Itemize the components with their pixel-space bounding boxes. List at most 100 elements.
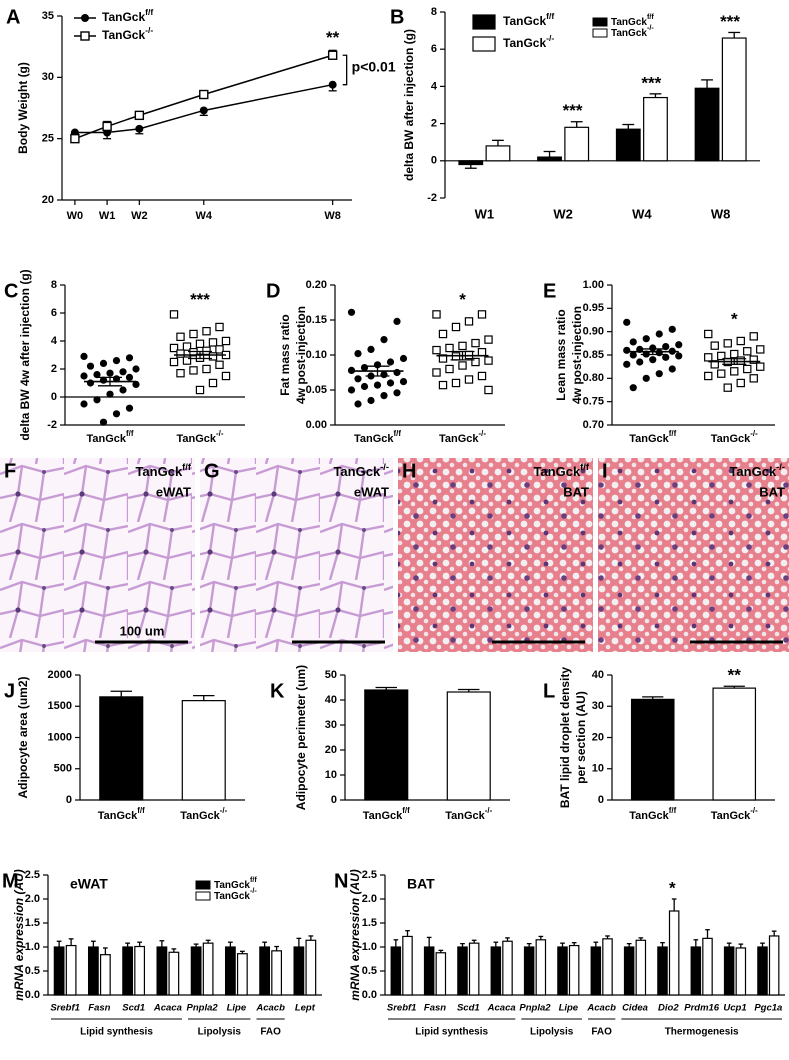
data-point bbox=[347, 386, 356, 394]
data-point bbox=[668, 325, 676, 333]
annotation: ** bbox=[326, 28, 340, 47]
label: TanGck-/- bbox=[180, 806, 227, 822]
data-point bbox=[176, 349, 185, 358]
panel-letter: D bbox=[266, 280, 280, 302]
label-sup: f/f bbox=[126, 429, 134, 438]
bar bbox=[630, 698, 675, 801]
label-sup: f/f bbox=[580, 462, 590, 472]
y-tick-label: 8 bbox=[51, 279, 57, 291]
data-point bbox=[756, 362, 765, 371]
y-tick-label: 0.5 bbox=[25, 965, 40, 977]
x-tick-label: Acaca bbox=[487, 1003, 516, 1014]
bar bbox=[723, 946, 735, 996]
label-base: TanGck bbox=[87, 433, 127, 445]
bar bbox=[502, 940, 513, 996]
label: TanGckf/f bbox=[629, 806, 676, 822]
data-point bbox=[445, 364, 454, 374]
label-base: TanGck bbox=[333, 464, 380, 479]
data-point bbox=[393, 317, 401, 325]
label: TanGck-/- bbox=[711, 806, 758, 822]
data-point bbox=[623, 360, 631, 368]
y-tick-label: 0.10 bbox=[306, 349, 327, 361]
y-tick-label: 2.5 bbox=[362, 869, 377, 881]
bar bbox=[535, 939, 547, 996]
label-base: TanGck bbox=[177, 433, 217, 445]
data-point bbox=[189, 366, 198, 375]
data-point bbox=[354, 375, 362, 383]
data-point bbox=[477, 371, 487, 381]
y-tick-label: 0.85 bbox=[583, 349, 604, 361]
data-point bbox=[360, 382, 369, 391]
data-point bbox=[70, 133, 80, 144]
data-point bbox=[438, 380, 448, 390]
tissue-label: eWAT bbox=[354, 484, 389, 499]
data-point bbox=[125, 373, 134, 381]
data-point bbox=[215, 322, 224, 332]
data-point bbox=[736, 336, 745, 346]
y-tick-label: 0.80 bbox=[583, 372, 604, 384]
data-point bbox=[93, 396, 101, 404]
data-point bbox=[215, 345, 224, 354]
y-tick-label: 1.00 bbox=[583, 279, 604, 291]
data-point bbox=[717, 351, 726, 361]
bar bbox=[568, 944, 580, 996]
bar bbox=[523, 946, 535, 996]
data-point bbox=[710, 341, 719, 350]
bar bbox=[657, 946, 668, 996]
data-point bbox=[132, 365, 140, 373]
data-point bbox=[93, 371, 101, 379]
label-base: TanGck bbox=[629, 810, 669, 822]
data-point bbox=[176, 369, 185, 378]
data-point bbox=[202, 364, 211, 374]
y-tick-label: 1.0 bbox=[25, 941, 40, 953]
data-point bbox=[668, 365, 676, 373]
data-point bbox=[189, 329, 198, 339]
y-tick-label: -2 bbox=[427, 192, 437, 204]
label-sup: f/f bbox=[394, 429, 402, 438]
x-tick-label: Cidea bbox=[622, 1003, 648, 1014]
y-axis-label: delta BW after injection (g) bbox=[402, 29, 416, 181]
bracket bbox=[342, 54, 348, 86]
panel-letter: K bbox=[270, 680, 285, 702]
label: TanGck-/- bbox=[439, 429, 486, 445]
group-label: Lipid synthesis bbox=[415, 1027, 488, 1038]
data-point bbox=[649, 344, 657, 352]
y-tick-label: 2 bbox=[51, 363, 57, 375]
data-point bbox=[649, 356, 657, 364]
data-point bbox=[484, 356, 493, 365]
y-tick-label: 2000 bbox=[48, 669, 72, 681]
label: TanGck-/- bbox=[177, 429, 224, 445]
label-sup: f/f bbox=[402, 806, 410, 815]
label-base: TanGck bbox=[214, 880, 250, 891]
y-tick-label: 30 bbox=[592, 700, 604, 712]
bar bbox=[190, 946, 202, 996]
y-axis-label: Body Weight (g) bbox=[16, 62, 30, 154]
group-label: Lipid synthesis bbox=[80, 1027, 153, 1038]
x-tick-label: Acacb bbox=[586, 1003, 616, 1014]
label: TanGck-/- bbox=[214, 886, 257, 902]
annotation: p<0.01 bbox=[352, 59, 396, 75]
label: TanGckf/f bbox=[503, 11, 554, 28]
label: TanGckf/f bbox=[533, 462, 589, 479]
data-point bbox=[386, 358, 395, 366]
annotation: *** bbox=[563, 101, 583, 120]
bar bbox=[690, 946, 702, 996]
y-axis-label: per section (AU) bbox=[574, 691, 588, 784]
data-point bbox=[119, 386, 127, 394]
y-tick-label: 0.00 bbox=[306, 419, 327, 431]
label-sup: -/- bbox=[220, 806, 228, 815]
bar bbox=[99, 696, 144, 801]
data-point bbox=[86, 379, 95, 387]
data-point bbox=[221, 371, 231, 381]
label-base: TanGck bbox=[629, 433, 669, 445]
data-point bbox=[132, 380, 140, 388]
y-tick-label: 2.0 bbox=[25, 893, 40, 905]
data-point bbox=[736, 356, 745, 365]
data-point bbox=[393, 368, 401, 377]
x-tick-label: Lept bbox=[295, 1003, 316, 1014]
data-point bbox=[347, 308, 356, 316]
data-point bbox=[202, 327, 211, 336]
y-tick-label: 0.90 bbox=[583, 326, 604, 338]
bar bbox=[490, 946, 502, 996]
